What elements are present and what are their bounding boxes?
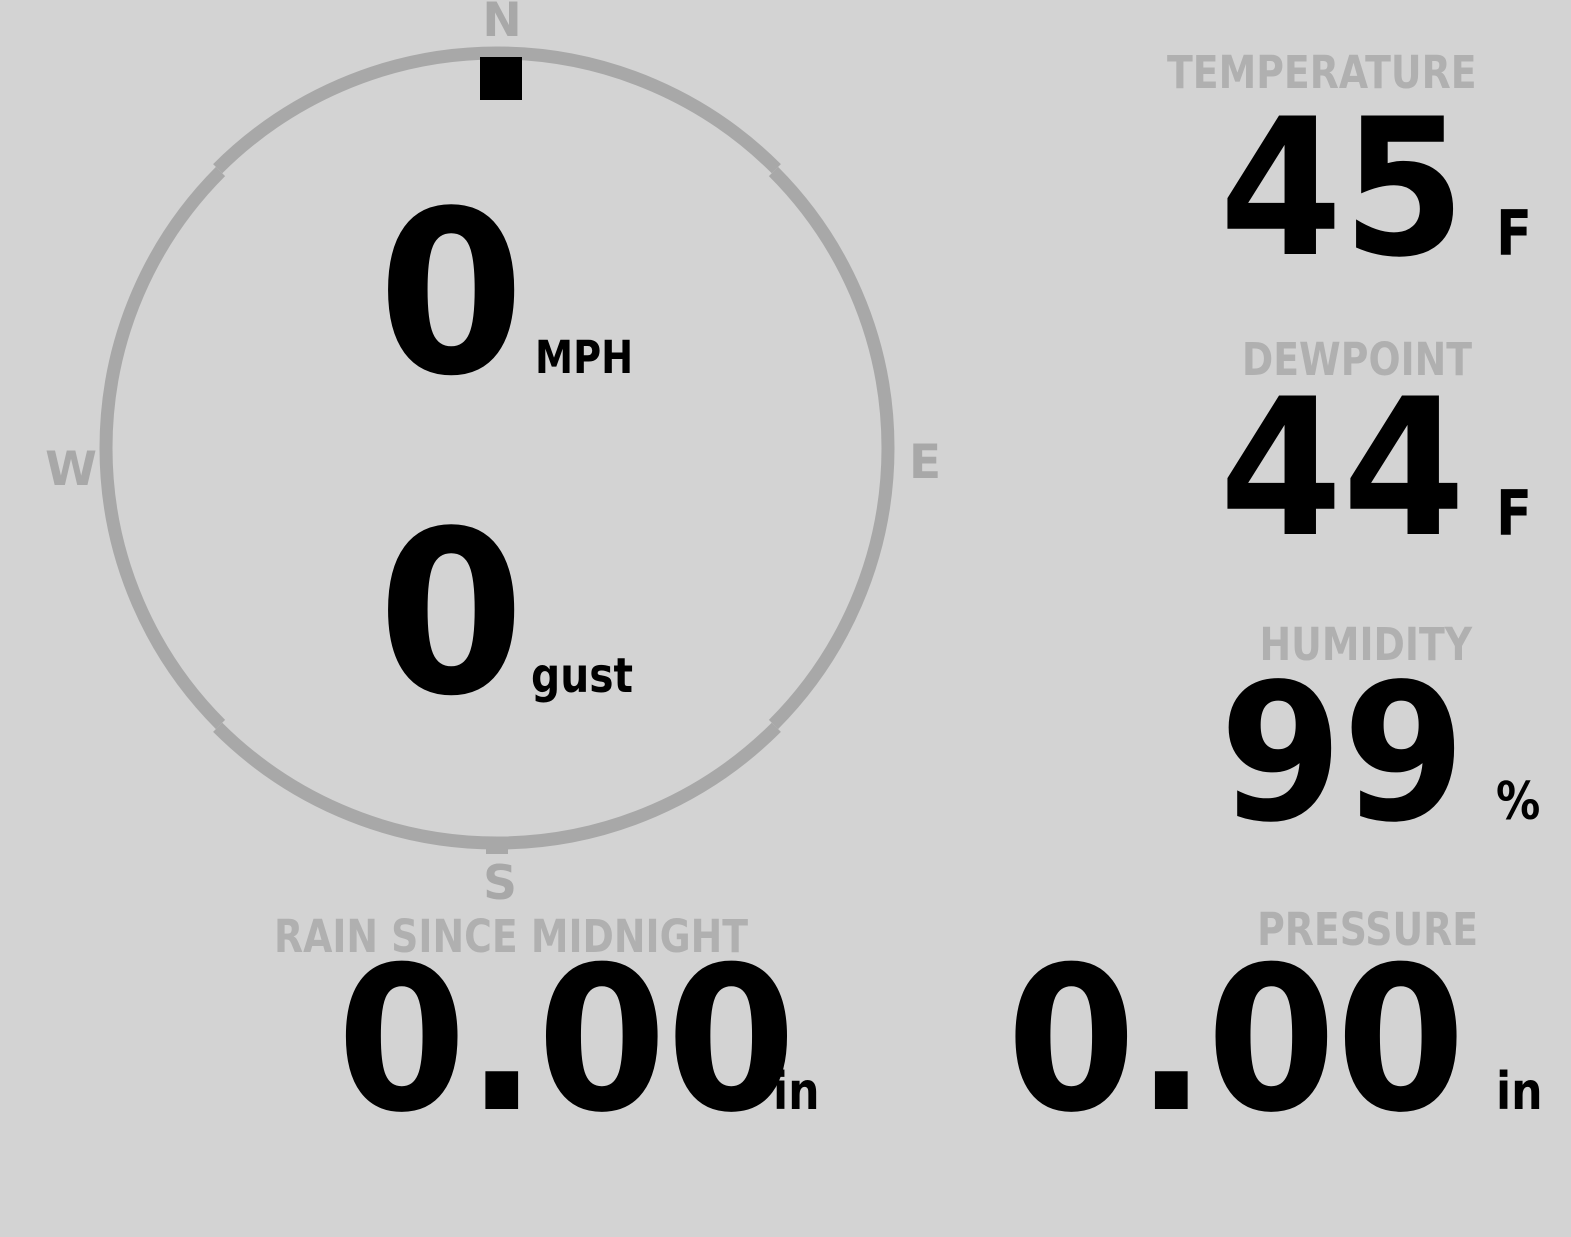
- compass-label-north: N: [482, 0, 522, 48]
- temperature-value: 45: [1219, 78, 1465, 299]
- dewpoint-label: DEWPOINT: [1241, 333, 1472, 386]
- compass-tick-south: [486, 840, 508, 854]
- temperature-label: TEMPERATURE: [1167, 46, 1477, 99]
- humidity-value: 99: [1219, 643, 1465, 864]
- wind-direction-marker: [480, 57, 522, 100]
- rain-value: 0.00: [337, 924, 796, 1157]
- compass-label-south: S: [483, 856, 517, 911]
- wind-gust-value: 0: [378, 483, 525, 746]
- rain-unit: in: [773, 1062, 820, 1122]
- compass-label-east: E: [908, 435, 942, 490]
- wind-gust-unit: gust: [531, 648, 634, 704]
- humidity-unit: %: [1496, 772, 1541, 832]
- dewpoint-unit: F: [1496, 477, 1533, 550]
- compass-arc-east: [768, 166, 895, 730]
- wind-speed-value: 0: [378, 163, 525, 426]
- wind-speed-unit: MPH: [535, 331, 634, 384]
- dewpoint-value: 44: [1219, 358, 1465, 579]
- temperature-unit: F: [1496, 197, 1533, 270]
- compass-arc-west: [99, 166, 226, 730]
- humidity-label: HUMIDITY: [1259, 618, 1472, 671]
- pressure-unit: in: [1496, 1062, 1543, 1122]
- compass-label-west: W: [45, 442, 97, 497]
- rain-label: RAIN SINCE MIDNIGHT: [273, 910, 749, 963]
- pressure-label: PRESSURE: [1256, 903, 1478, 956]
- pressure-value: 0.00: [1006, 924, 1465, 1157]
